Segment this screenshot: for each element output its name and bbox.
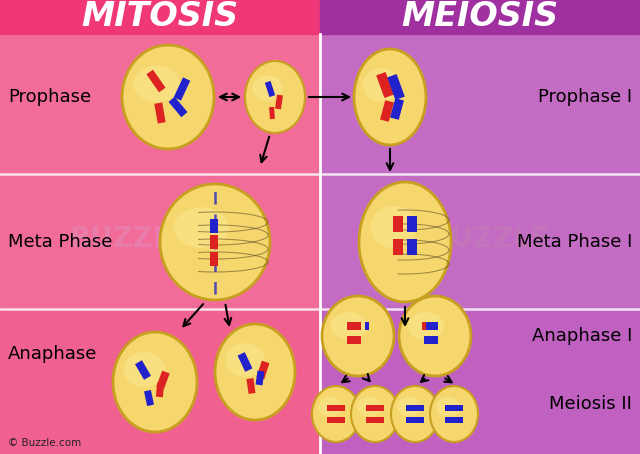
Ellipse shape [408, 312, 444, 340]
Text: MITOSIS: MITOSIS [81, 0, 239, 34]
Bar [380, 100, 394, 122]
Bar [320, 0, 640, 34]
Bar [320, 0, 640, 454]
Ellipse shape [331, 312, 367, 340]
Bar [156, 370, 170, 390]
Ellipse shape [225, 343, 265, 377]
Text: BUZZLE: BUZZLE [430, 225, 550, 253]
Bar [0, 34, 640, 174]
Bar [445, 405, 463, 411]
Ellipse shape [253, 75, 282, 101]
Bar [210, 235, 218, 249]
Bar [387, 74, 405, 100]
Bar [445, 417, 463, 423]
Ellipse shape [173, 207, 228, 248]
Ellipse shape [399, 296, 471, 376]
Ellipse shape [124, 352, 166, 387]
Bar [424, 322, 438, 330]
Bar [135, 360, 151, 380]
Bar [255, 370, 264, 385]
Bar [144, 390, 154, 406]
Bar [246, 378, 255, 394]
Bar [257, 360, 269, 380]
Bar [210, 252, 218, 266]
Text: © Buzzle.com: © Buzzle.com [8, 438, 81, 448]
Bar [376, 72, 394, 98]
Ellipse shape [245, 61, 305, 133]
Ellipse shape [354, 49, 426, 145]
Bar [147, 70, 166, 92]
Ellipse shape [113, 332, 197, 432]
Bar [393, 239, 403, 255]
Text: Meta Phase: Meta Phase [8, 233, 113, 251]
Text: BUZZLE: BUZZLE [70, 225, 190, 253]
Ellipse shape [322, 296, 394, 376]
Text: MEIOSIS: MEIOSIS [401, 0, 559, 34]
Text: Meta Phase I: Meta Phase I [516, 233, 632, 251]
Text: Anaphase: Anaphase [8, 345, 97, 363]
Text: Anaphase I: Anaphase I [532, 327, 632, 345]
Bar [327, 417, 345, 423]
Bar [347, 322, 361, 330]
Bar [154, 103, 166, 123]
Bar [168, 97, 188, 117]
Ellipse shape [357, 397, 381, 417]
Bar [0, 0, 320, 454]
Bar [390, 98, 404, 120]
Text: Prophase: Prophase [8, 88, 91, 106]
Text: Meiosis II: Meiosis II [549, 395, 632, 413]
Ellipse shape [391, 386, 439, 442]
Bar [173, 77, 190, 101]
Bar [366, 417, 384, 423]
Bar [406, 405, 424, 411]
Ellipse shape [371, 206, 417, 248]
Ellipse shape [351, 386, 399, 442]
Text: Prophase I: Prophase I [538, 88, 632, 106]
Bar [424, 336, 438, 344]
Bar [265, 81, 275, 97]
Ellipse shape [430, 386, 478, 442]
Ellipse shape [359, 182, 451, 302]
Bar [269, 107, 275, 119]
Bar [422, 322, 426, 330]
Ellipse shape [397, 397, 421, 417]
Bar [210, 219, 218, 233]
Bar [0, 174, 640, 309]
Bar [366, 405, 384, 411]
Bar [0, 0, 320, 34]
Ellipse shape [122, 45, 214, 149]
Ellipse shape [436, 397, 460, 417]
Bar [365, 322, 369, 330]
Bar [327, 405, 345, 411]
Bar [275, 94, 283, 109]
Bar [406, 417, 424, 423]
Ellipse shape [134, 66, 179, 102]
Ellipse shape [318, 397, 342, 417]
Bar [393, 216, 403, 232]
Ellipse shape [312, 386, 360, 442]
Ellipse shape [215, 324, 295, 420]
Bar [407, 239, 417, 255]
Bar [156, 383, 164, 397]
Ellipse shape [363, 68, 399, 102]
Bar [347, 336, 361, 344]
Bar [237, 352, 252, 372]
Bar [407, 216, 417, 232]
Ellipse shape [160, 184, 270, 300]
